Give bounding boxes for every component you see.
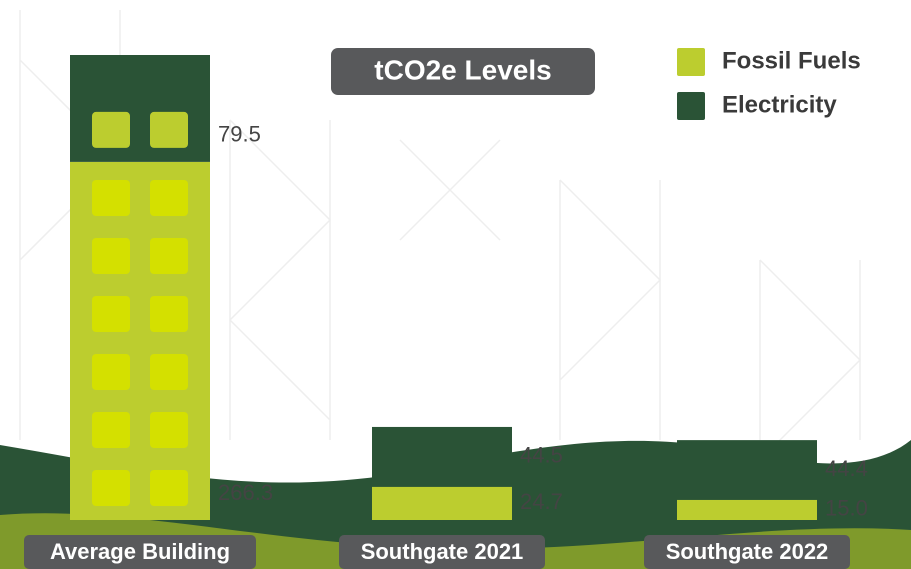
legend-label: Electricity: [722, 91, 837, 118]
value-label: 79.5: [218, 122, 261, 147]
window: [92, 238, 130, 274]
window: [150, 180, 188, 216]
window: [92, 111, 130, 148]
value-label: 44.4: [825, 456, 868, 481]
category-box: [24, 535, 256, 569]
value-label: 266.3: [218, 480, 273, 505]
legend-swatch: [677, 48, 705, 76]
window: [150, 470, 188, 506]
window: [150, 354, 188, 390]
value-label: 44.5: [520, 443, 563, 468]
bar-segment: [70, 55, 210, 162]
legend-label: Fossil Fuels: [722, 47, 861, 74]
window: [150, 296, 188, 332]
bar-segment: [372, 486, 512, 520]
category-box: [339, 535, 545, 569]
bar-segment: [372, 426, 512, 487]
value-label: 24.7: [520, 489, 563, 514]
window: [92, 354, 130, 390]
window: [92, 180, 130, 216]
window: [92, 296, 130, 332]
window: [150, 111, 188, 148]
category-label: Southgate 2022: [666, 539, 829, 564]
value-label: 15.0: [825, 496, 868, 521]
window: [92, 412, 130, 448]
category-label: Southgate 2021: [361, 539, 524, 564]
window: [150, 238, 188, 274]
legend-swatch: [677, 92, 705, 120]
category-label: Average Building: [50, 539, 230, 564]
bar-segment: [677, 440, 817, 500]
bar-segment: [70, 161, 210, 520]
chart-title: tCO2e Levels: [374, 54, 551, 85]
bar-segment: [677, 499, 817, 520]
title-box: [331, 48, 595, 95]
window: [92, 470, 130, 506]
category-box: [644, 535, 850, 569]
window: [150, 412, 188, 448]
